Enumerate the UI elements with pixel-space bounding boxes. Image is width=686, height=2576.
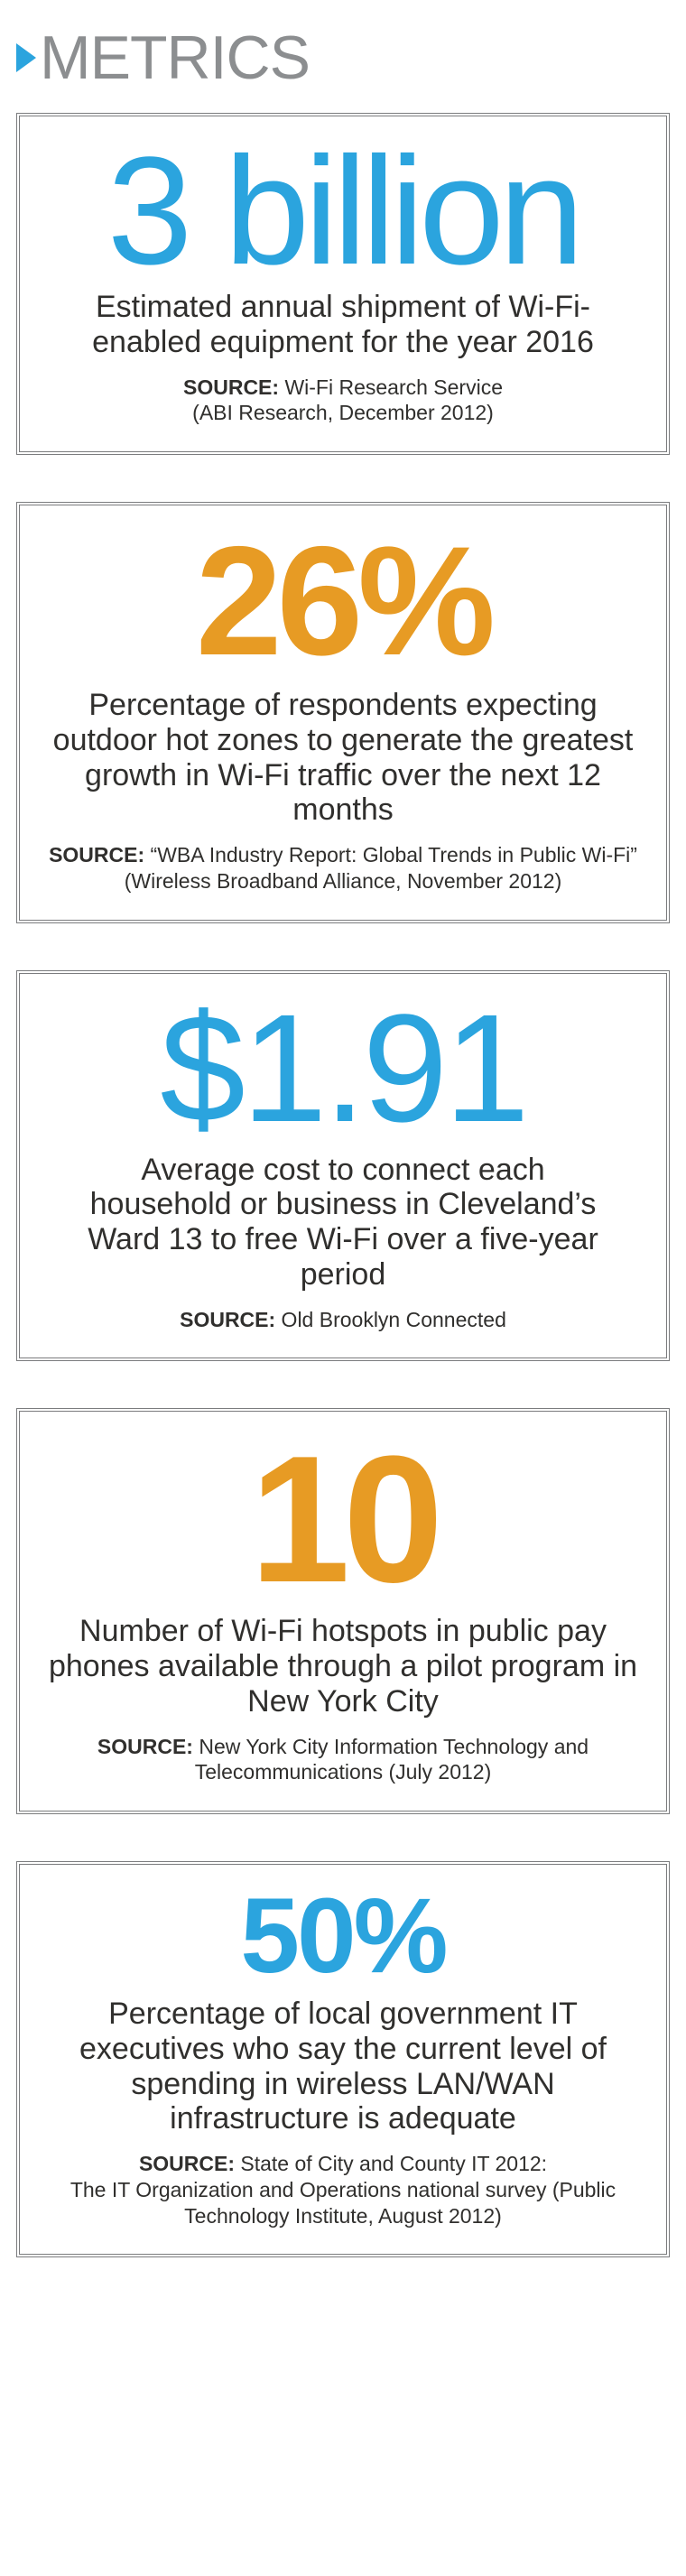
source-text: New York City Information Technology and…	[193, 1735, 589, 1784]
metric-description: Number of Wi-Fi hotspots in public pay p…	[47, 1614, 639, 1719]
metric-stat: $1.91	[47, 992, 639, 1145]
metric-stat: 10	[47, 1430, 639, 1610]
metric-source: SOURCE: “WBA Industry Report: Global Tre…	[47, 842, 639, 894]
page-header: METRICS	[16, 23, 670, 93]
source-text: State of City and County IT 2012:	[235, 2152, 547, 2175]
metric-source: SOURCE: New York City Information Techno…	[47, 1734, 639, 1786]
metric-stat: 3 billion	[47, 134, 639, 288]
metric-stat: 50%	[47, 1883, 639, 1989]
metric-card: $1.91 Average cost to connect each house…	[16, 970, 670, 1362]
metric-source: SOURCE: State of City and County IT 2012…	[47, 2151, 639, 2229]
metric-description: Average cost to connect each household o…	[47, 1153, 639, 1293]
metric-card: 3 billion Estimated annual shipment of W…	[16, 113, 670, 455]
metric-description: Percentage of respondents expecting outd…	[47, 688, 639, 828]
source-text: The IT Organization and Operations natio…	[70, 2178, 616, 2228]
metric-source: SOURCE: Wi-Fi Research Service (ABI Rese…	[47, 375, 639, 427]
arrow-right-icon	[16, 43, 36, 72]
metric-stat: 26%	[47, 524, 639, 679]
source-label: SOURCE:	[183, 375, 279, 399]
source-text: (ABI Research, December 2012)	[192, 401, 494, 424]
source-label: SOURCE:	[97, 1735, 193, 1758]
metric-description: Percentage of local government IT execut…	[47, 1997, 639, 2136]
source-text: Wi-Fi Research Service	[279, 375, 503, 399]
source-text: (Wireless Broadband Alliance, November 2…	[125, 869, 562, 893]
source-label: SOURCE:	[139, 2152, 235, 2175]
metric-source: SOURCE: Old Brooklyn Connected	[47, 1307, 639, 1333]
metric-card: 26% Percentage of respondents expecting …	[16, 502, 670, 923]
metric-card: 10 Number of Wi-Fi hotspots in public pa…	[16, 1408, 670, 1814]
source-label: SOURCE:	[49, 843, 144, 866]
source-text: Old Brooklyn Connected	[275, 1308, 506, 1331]
page-title: METRICS	[40, 23, 310, 93]
metric-card: 50% Percentage of local government IT ex…	[16, 1861, 670, 2257]
source-label: SOURCE:	[180, 1308, 275, 1331]
source-text: “WBA Industry Report: Global Trends in P…	[144, 843, 637, 866]
metric-description: Estimated annual shipment of Wi-Fi-enabl…	[47, 290, 639, 360]
